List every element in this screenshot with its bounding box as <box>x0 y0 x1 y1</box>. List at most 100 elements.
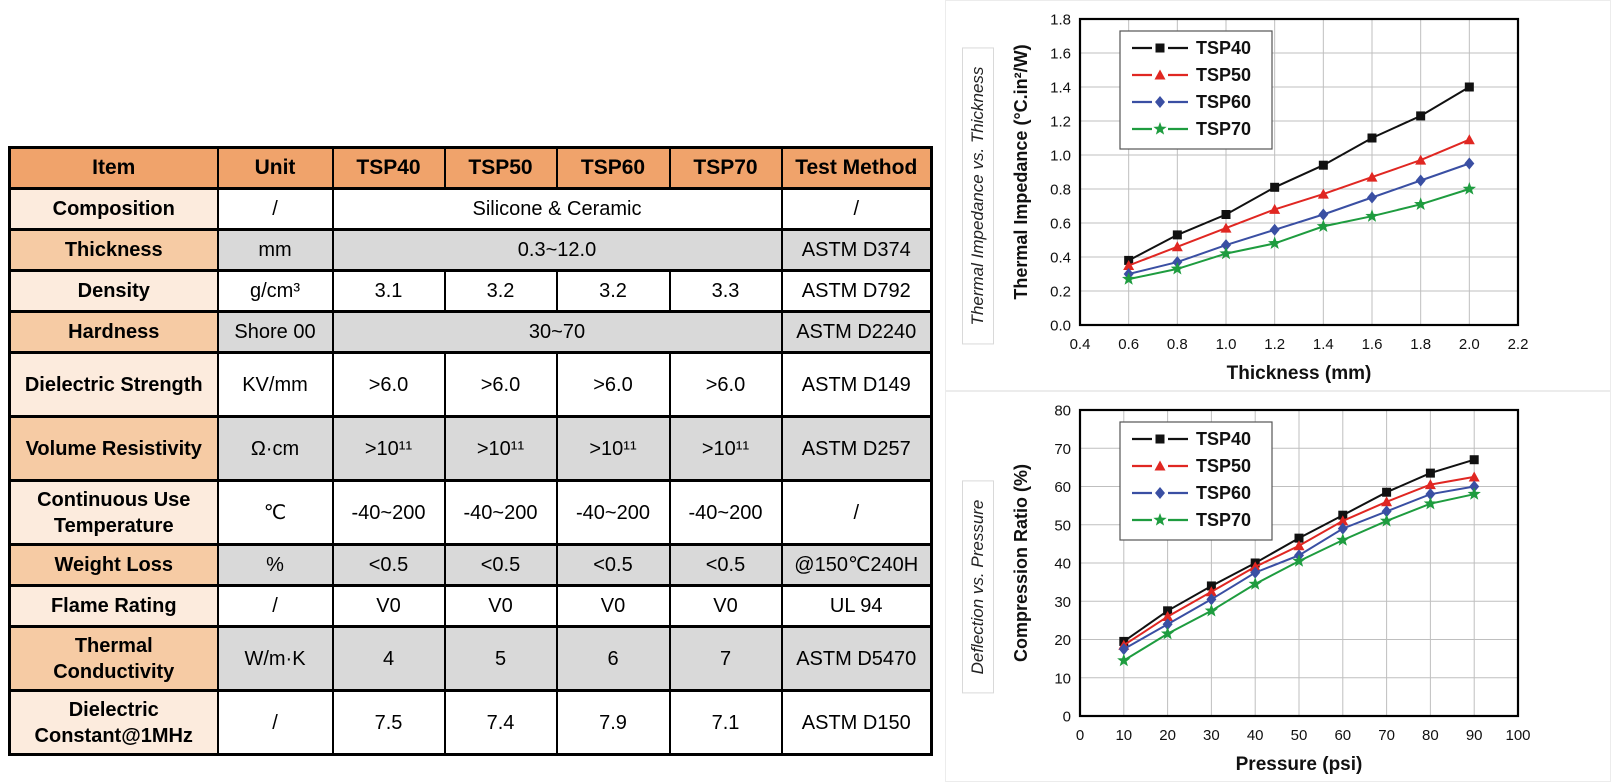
svg-text:0.4: 0.4 <box>1050 249 1071 266</box>
diamond-marker <box>1155 95 1165 108</box>
svg-text:10: 10 <box>1115 727 1132 744</box>
svg-text:70: 70 <box>1378 727 1395 744</box>
square-marker <box>1425 468 1435 478</box>
star-marker <box>1423 496 1438 509</box>
series-line <box>1128 138 1470 266</box>
svg-text:20: 20 <box>1159 727 1176 744</box>
row-value-tsp70: 7 <box>668 625 783 692</box>
svg-text:40: 40 <box>1054 555 1071 572</box>
thermal-impedance-chart: 0.4 0.6 0.8 1.0 1.2 1.4 1.6 1.8 2.0 2.2 0.0 0.2 0.4 0… <box>1011 11 1528 384</box>
triangle-marker <box>1249 560 1261 571</box>
row-value-tsp70: >10¹¹ <box>668 415 783 482</box>
diamond-marker <box>1221 238 1231 251</box>
row-unit: ℃ <box>216 479 334 546</box>
row-unit: W/m·K <box>216 625 334 692</box>
svg-text:50: 50 <box>1291 727 1308 744</box>
star-marker <box>1462 181 1476 195</box>
row-unit: mm <box>216 228 334 272</box>
header-test-method: Test Method <box>780 146 933 190</box>
series-tsp70 <box>1122 181 1476 285</box>
row-value-tsp60: <0.5 <box>555 543 671 587</box>
svg-text:0.2: 0.2 <box>1050 283 1071 300</box>
row-item-label: Thickness <box>8 228 219 272</box>
table-row-weight-loss: Weight Loss % <0.5 <0.5 <0.5 <0.5 @150℃2… <box>8 543 933 587</box>
legend: TSP40 TSP50 TSP60 TSP70 <box>1119 420 1273 541</box>
star-marker <box>1122 271 1136 285</box>
table-row-dielectric-strength: Dielectric Strength KV/mm >6.0 >6.0 >6.0… <box>8 351 933 418</box>
svg-text:30: 30 <box>1054 593 1071 610</box>
row-value-tsp40: V0 <box>331 584 446 628</box>
row-value-tsp40: -40~200 <box>331 479 446 546</box>
row-test-method: ASTM D5470 <box>780 625 933 692</box>
table-header-row: Item Unit TSP40 TSP50 TSP60 TSP70 Test M… <box>8 146 933 190</box>
row-value-tsp60: V0 <box>555 584 671 628</box>
svg-text:1.8: 1.8 <box>1410 336 1431 353</box>
row-test-method: UL 94 <box>780 584 933 628</box>
star-marker <box>1268 235 1282 249</box>
header-tsp60: TSP60 <box>555 146 671 190</box>
triangle-marker <box>1317 188 1329 199</box>
svg-text:2.0: 2.0 <box>1459 336 1480 353</box>
triangle-marker <box>1293 539 1305 550</box>
triangle-marker <box>1220 222 1232 233</box>
row-unit: / <box>216 689 334 756</box>
square-marker <box>1318 160 1328 170</box>
row-value-tsp70: 3.3 <box>668 269 783 313</box>
square-marker <box>1294 533 1304 543</box>
series-line <box>1128 162 1470 275</box>
legend-label: TSP50 <box>1196 456 1251 476</box>
row-value-tsp40: 7.5 <box>331 689 446 756</box>
legend-label: TSP70 <box>1196 510 1251 530</box>
svg-text:1.4: 1.4 <box>1050 79 1071 96</box>
diamond-marker <box>1118 642 1129 655</box>
charts-column: Thermal Impedance vs. Thickness 0.4 0.6 0.… <box>945 0 1611 782</box>
svg-text:0: 0 <box>1076 727 1084 744</box>
header-tsp50: TSP50 <box>443 146 558 190</box>
square-marker <box>1155 434 1165 443</box>
triangle-marker <box>1171 240 1183 251</box>
row-test-method: ASTM D2240 <box>780 310 933 354</box>
row-test-method: @150℃240H <box>780 543 933 587</box>
svg-text:0.8: 0.8 <box>1167 336 1188 353</box>
diamond-marker <box>1318 208 1329 220</box>
table-row-continuous-use-temperature: Continuous Use Temperature ℃ -40~200 -40… <box>8 479 933 546</box>
star-marker <box>1170 261 1184 275</box>
star-marker <box>1379 513 1394 527</box>
square-marker <box>1206 580 1216 590</box>
row-value-tsp40: >6.0 <box>331 351 446 418</box>
header-item: Item <box>8 146 219 190</box>
svg-text:1.4: 1.4 <box>1313 336 1334 353</box>
svg-text:1.2: 1.2 <box>1264 336 1285 353</box>
row-value-tsp70: V0 <box>668 584 783 628</box>
square-marker <box>1155 43 1165 52</box>
row-test-method: ASTM D257 <box>780 415 933 482</box>
row-value-tsp50: -40~200 <box>443 479 558 546</box>
star-marker <box>1248 576 1262 590</box>
svg-text:40: 40 <box>1247 727 1264 744</box>
triangle-marker <box>1269 203 1281 214</box>
compression-ratio-panel: Deflection vs. Pressure 0 10 20 30 40 50 60 70 8… <box>945 391 1611 782</box>
row-test-method: ASTM D149 <box>780 351 933 418</box>
svg-text:0.6: 0.6 <box>1050 215 1071 232</box>
thermal-impedance-side-label: Thermal Impedance vs. Thickness <box>962 47 994 344</box>
triangle-marker <box>1366 171 1378 182</box>
row-unit: g/cm³ <box>216 269 334 313</box>
legend: TSP40 TSP50 TSP60 TSP70 <box>1119 29 1273 150</box>
square-marker <box>1270 182 1280 192</box>
row-value-tsp50: >6.0 <box>443 351 558 418</box>
star-marker <box>1153 512 1167 526</box>
diamond-marker <box>1469 480 1480 492</box>
diamond-marker <box>1381 504 1392 517</box>
row-item-label: Thermal Conductivity <box>8 625 219 692</box>
thermal-impedance-panel: Thermal Impedance vs. Thickness 0.4 0.6 0.… <box>945 0 1611 391</box>
row-item-label: Hardness <box>8 310 219 354</box>
row-unit: Ω·cm <box>216 415 334 482</box>
row-item-label: Continuous Use Temperature <box>8 479 219 546</box>
series-tsp40 <box>1124 82 1474 265</box>
row-value-tsp50: >10¹¹ <box>443 415 558 482</box>
row-unit: % <box>216 543 334 587</box>
diamond-marker <box>1337 522 1348 535</box>
svg-text:10: 10 <box>1054 670 1071 687</box>
triangle-marker <box>1162 610 1174 621</box>
diamond-marker <box>1250 566 1261 579</box>
